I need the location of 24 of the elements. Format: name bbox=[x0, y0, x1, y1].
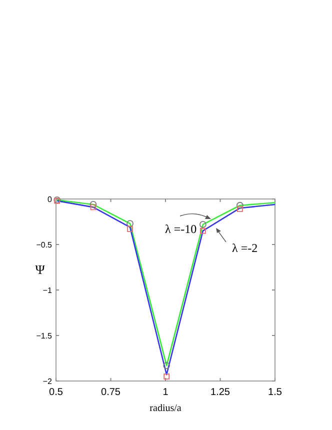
point bbox=[164, 374, 170, 380]
point bbox=[90, 204, 96, 210]
series-label: λ =-10 bbox=[165, 222, 197, 236]
point bbox=[200, 228, 206, 234]
y-tick-label: −0.5 bbox=[36, 240, 53, 250]
series-label: λ =-2 bbox=[232, 241, 258, 255]
x-tick-label: 1.5 bbox=[268, 387, 282, 398]
point bbox=[127, 226, 133, 232]
x-axis-title: radius/a bbox=[150, 403, 182, 414]
x-tick-label: 1.25 bbox=[210, 387, 230, 398]
point bbox=[200, 221, 206, 228]
point bbox=[126, 220, 134, 228]
y-tick-label: −1 bbox=[42, 286, 53, 295]
point bbox=[236, 202, 244, 209]
point bbox=[163, 362, 170, 369]
x-tick-label: 0.75 bbox=[101, 387, 121, 398]
y-axis-title: Ψ bbox=[35, 262, 46, 277]
x-tick-label: 0.5 bbox=[49, 387, 64, 398]
y-tick-label: 0 bbox=[48, 195, 53, 204]
y-tick-label: −2 bbox=[42, 377, 53, 386]
point bbox=[90, 201, 97, 208]
point bbox=[237, 206, 243, 212]
x-tick-label: 1 bbox=[162, 387, 169, 398]
y-tick-label: −1.5 bbox=[36, 332, 53, 340]
